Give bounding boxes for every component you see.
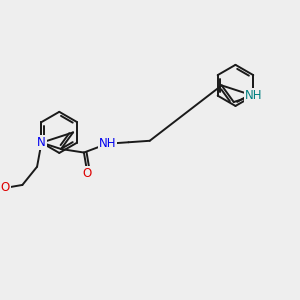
Text: O: O (1, 182, 10, 194)
Text: O: O (83, 167, 92, 180)
Text: NH: NH (99, 137, 116, 150)
Text: NH: NH (244, 89, 262, 102)
Text: N: N (37, 136, 46, 149)
